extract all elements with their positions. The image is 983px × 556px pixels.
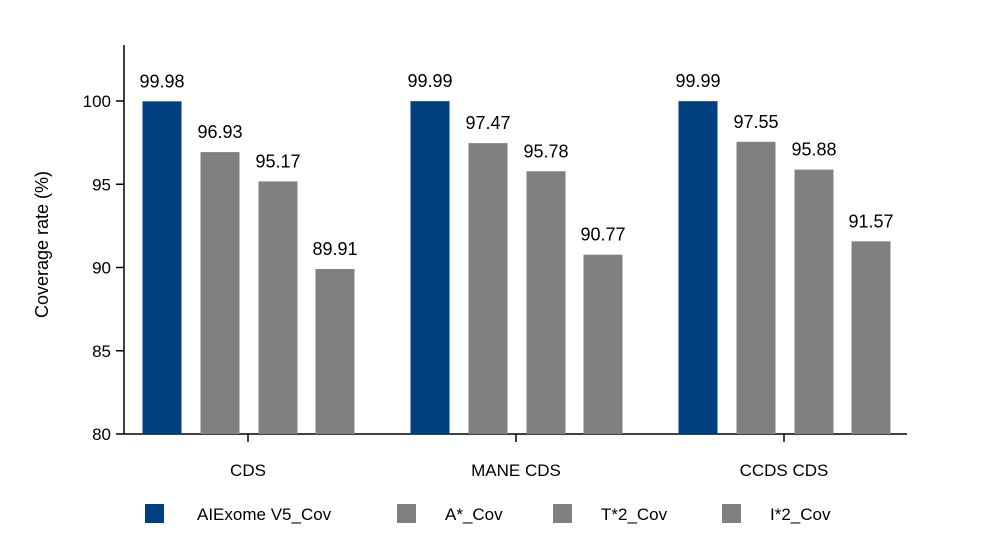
data-label: 95.88 xyxy=(791,140,836,160)
category-label: MANE CDS xyxy=(471,461,561,480)
bar xyxy=(200,152,240,435)
data-label: 95.17 xyxy=(255,151,300,171)
bar xyxy=(468,143,508,434)
data-label: 95.78 xyxy=(523,141,568,161)
bar xyxy=(678,101,718,434)
axes: 80 85 90 95 100 Coverage rate (%) CDS MANE CDS C… xyxy=(32,45,907,480)
y-axis-title: Coverage rate (%) xyxy=(32,171,52,318)
legend: AIExome V5_Cov A*_Cov T*2_Cov I*2_Cov xyxy=(145,504,831,524)
data-label: 91.57 xyxy=(848,211,893,231)
data-label: 97.47 xyxy=(465,113,510,133)
legend-label: I*2_Cov xyxy=(770,505,831,524)
legend-label: T*2_Cov xyxy=(601,505,668,524)
legend-label: AIExome V5_Cov xyxy=(197,505,332,524)
y-tick-label: 80 xyxy=(92,425,111,444)
data-label: 96.93 xyxy=(197,122,242,142)
legend-swatch xyxy=(722,504,741,523)
legend-swatch xyxy=(145,504,164,523)
data-label: 97.55 xyxy=(733,112,778,132)
bar xyxy=(851,241,891,434)
bar xyxy=(583,254,623,434)
category-label: CDS xyxy=(230,461,266,480)
bar xyxy=(258,181,298,434)
data-label: 99.99 xyxy=(675,71,720,91)
category-label: CCDS CDS xyxy=(740,461,829,480)
data-label: 99.99 xyxy=(407,71,452,91)
legend-swatch xyxy=(553,504,572,523)
bar xyxy=(410,101,450,434)
bar xyxy=(142,101,182,434)
y-tick-label: 90 xyxy=(92,259,111,278)
bar xyxy=(736,141,776,435)
bars: 99.98 96.93 95.17 89.91 99.99 97.47 95.78 90.77… xyxy=(139,71,894,435)
legend-label: A*_Cov xyxy=(445,505,503,524)
data-label: 89.91 xyxy=(312,239,357,259)
data-label: 99.98 xyxy=(139,71,184,91)
y-tick-label: 85 xyxy=(92,342,111,361)
bar xyxy=(526,171,566,434)
data-label: 90.77 xyxy=(580,225,625,245)
bar xyxy=(794,169,834,434)
y-tick-label: 95 xyxy=(92,175,111,194)
bar xyxy=(315,268,355,434)
legend-swatch xyxy=(397,504,416,523)
y-tick-label: 100 xyxy=(83,92,111,111)
